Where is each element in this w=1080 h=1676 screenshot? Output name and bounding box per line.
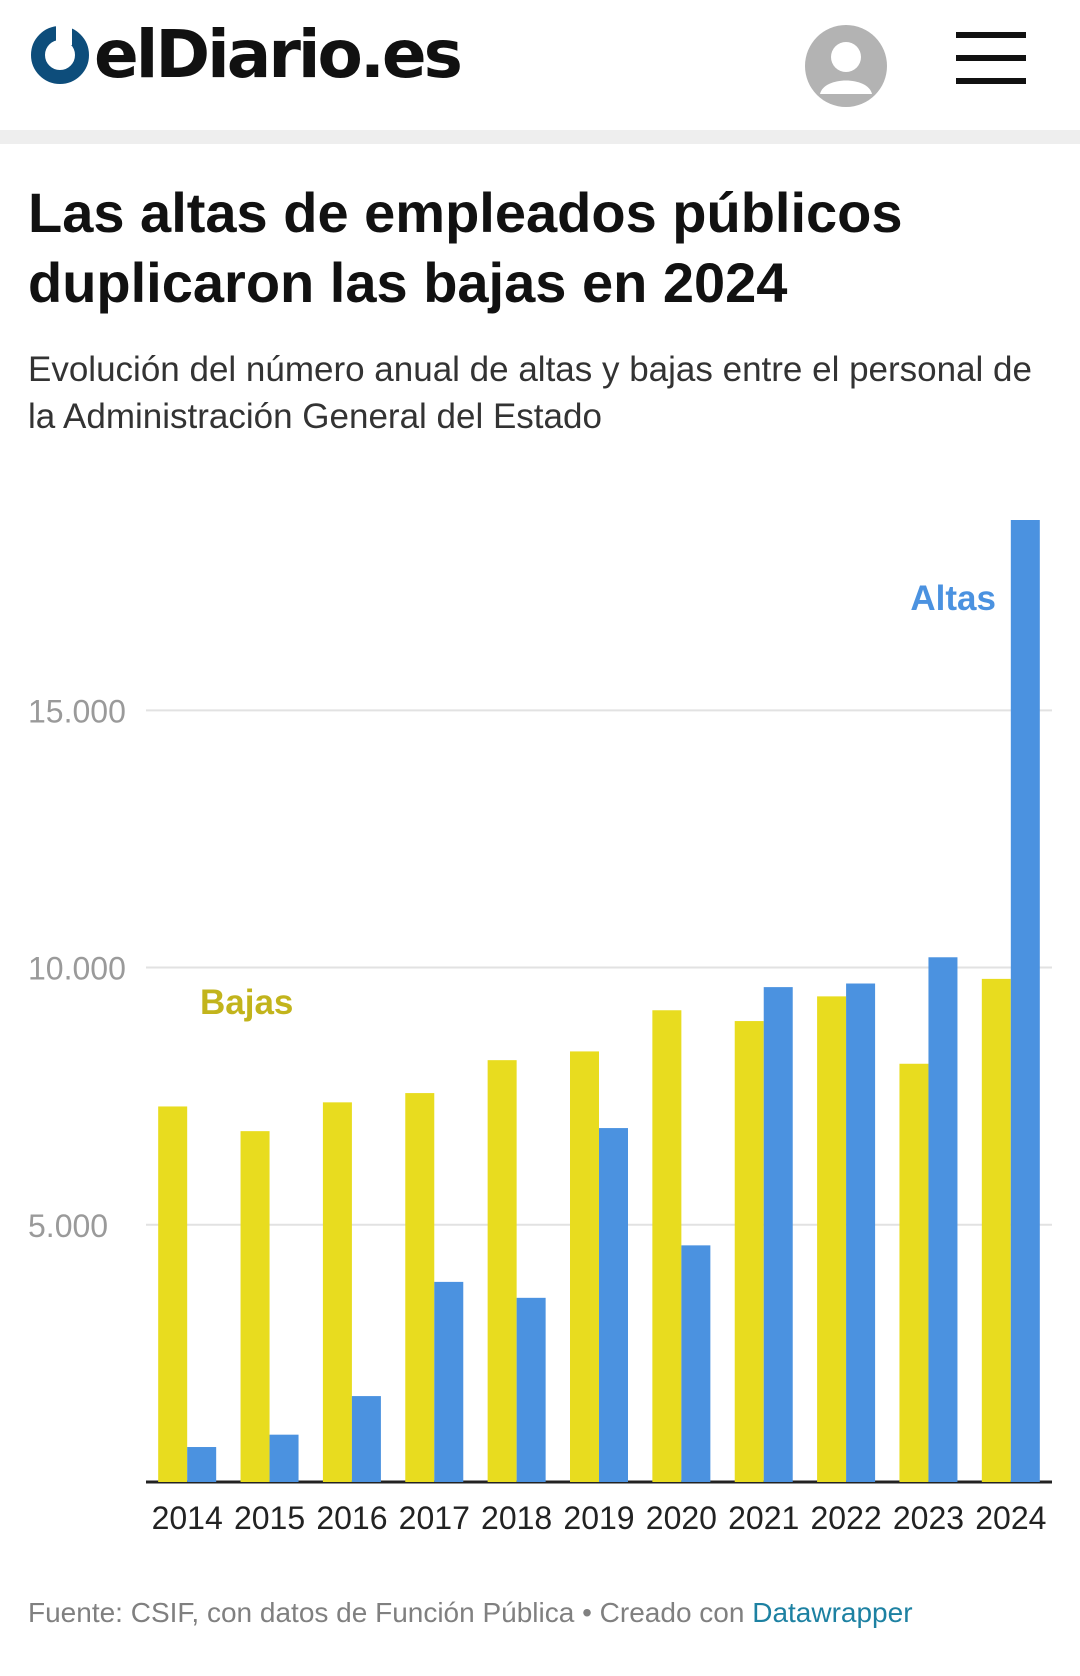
x-tick-label: 2022 [810,1500,881,1530]
bar-altas-2021 [763,987,793,1482]
chart-subtitle: Evolución del número anual de altas y ba… [28,350,1032,436]
bar-bajas-2022 [817,996,847,1482]
bar-altas-2014 [187,1447,217,1482]
bar-bajas-2023 [899,1063,929,1482]
bar-altas-2020 [681,1245,711,1482]
bar-bajas-2016 [322,1102,352,1482]
x-tick-label: 2020 [646,1500,717,1530]
source-text: Fuente: CSIF, con datos de Función Públi… [28,1597,745,1628]
x-tick-label: 2023 [893,1500,964,1530]
bar-bajas-2018 [487,1060,517,1482]
x-tick-label: 2024 [975,1500,1046,1530]
y-tick-label: 15.000 [28,693,126,729]
bar-bajas-2019 [570,1051,599,1482]
site-header: elDiario.es [0,0,1080,130]
bar-altas-2019 [599,1128,628,1482]
bar-bajas-2014 [158,1106,188,1482]
x-tick-label: 2016 [316,1500,387,1530]
chart-title: Las altas de empleados públicos duplicar… [28,181,903,314]
bar-bajas-2024 [981,978,1011,1482]
header-divider [0,130,1080,144]
bar-altas-2024 [1010,520,1040,1482]
bar-altas-2017 [434,1281,464,1482]
bar-bajas-2017 [405,1093,435,1482]
bar-bajas-2015 [240,1131,270,1482]
site-logo[interactable]: elDiario.es [28,16,463,93]
bar-altas-2018 [516,1297,546,1482]
bar-chart: 5.000 10.000 15.000 2014 2015 2016 2017 2018 20… [28,520,1052,1530]
datawrapper-link[interactable]: Datawrapper [752,1597,913,1628]
bar-altas-2022 [846,983,876,1482]
series-label-altas: Altas [910,579,996,618]
x-tick-label: 2021 [728,1500,799,1530]
y-tick-label: 5.000 [28,1208,108,1244]
x-tick-label: 2015 [234,1500,305,1530]
y-tick-label: 10.000 [28,951,126,987]
bar-bajas-2020 [652,1010,682,1482]
eldiario-logo-icon [31,23,89,84]
hamburger-menu-icon[interactable] [956,30,1026,86]
bar-bajas-2021 [734,1021,764,1482]
x-tick-label: 2018 [481,1500,552,1530]
chart-source: Fuente: CSIF, con datos de Función Públi… [28,1597,913,1629]
series-label-bajas: Bajas [200,983,293,1022]
bar-altas-2015 [269,1434,299,1482]
x-tick-label: 2019 [563,1500,634,1530]
bar-altas-2023 [928,957,958,1482]
bar-altas-2016 [351,1396,381,1482]
user-account-icon[interactable] [804,24,888,108]
x-tick-label: 2017 [399,1500,470,1530]
x-tick-label: 2014 [152,1500,223,1530]
logo-text: elDiario.es [94,16,463,93]
